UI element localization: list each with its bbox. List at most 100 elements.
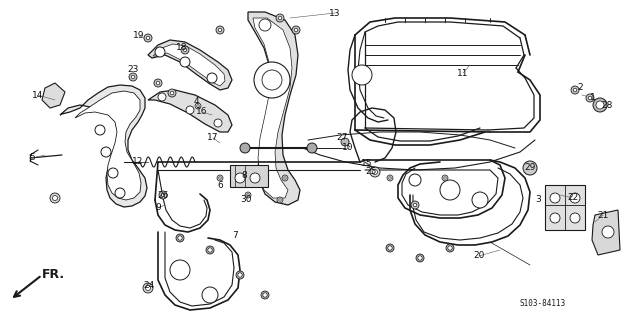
Text: 9: 9	[155, 204, 161, 212]
Circle shape	[216, 26, 224, 34]
Circle shape	[277, 197, 283, 203]
Text: 16: 16	[197, 108, 208, 116]
Text: 22: 22	[567, 194, 579, 203]
Circle shape	[373, 170, 377, 174]
Circle shape	[95, 125, 105, 135]
Circle shape	[307, 143, 317, 153]
Circle shape	[341, 138, 349, 146]
Polygon shape	[60, 85, 147, 207]
Polygon shape	[248, 12, 300, 205]
Circle shape	[254, 62, 290, 98]
Circle shape	[550, 193, 560, 203]
Circle shape	[143, 283, 153, 293]
Circle shape	[278, 16, 281, 20]
Circle shape	[217, 175, 223, 181]
Text: 26: 26	[157, 191, 169, 201]
Circle shape	[446, 244, 454, 252]
Circle shape	[444, 177, 446, 179]
Circle shape	[263, 293, 267, 297]
Circle shape	[570, 213, 580, 223]
Circle shape	[131, 75, 135, 79]
Circle shape	[472, 192, 488, 208]
Circle shape	[247, 194, 249, 196]
Text: 8: 8	[241, 171, 247, 180]
Circle shape	[146, 36, 150, 40]
Circle shape	[602, 226, 614, 238]
Circle shape	[448, 246, 452, 250]
Circle shape	[388, 246, 392, 250]
Text: 15: 15	[361, 158, 373, 167]
Text: S103-84113: S103-84113	[520, 299, 566, 308]
Circle shape	[292, 26, 300, 34]
Circle shape	[418, 256, 422, 260]
Text: 6: 6	[217, 180, 223, 189]
Text: 27: 27	[336, 133, 347, 142]
Circle shape	[155, 47, 165, 57]
Text: 12: 12	[133, 157, 144, 166]
Circle shape	[108, 168, 118, 178]
Circle shape	[235, 173, 245, 183]
Text: FR.: FR.	[42, 268, 65, 282]
Text: 11: 11	[457, 68, 469, 77]
Circle shape	[50, 193, 60, 203]
Circle shape	[206, 246, 214, 254]
Text: 2: 2	[577, 84, 583, 92]
Circle shape	[523, 161, 537, 175]
Circle shape	[276, 14, 284, 22]
Text: 29: 29	[524, 164, 536, 172]
Text: 13: 13	[329, 9, 340, 18]
Circle shape	[129, 73, 137, 81]
Circle shape	[442, 175, 448, 181]
Circle shape	[262, 70, 282, 90]
Circle shape	[236, 271, 244, 279]
Circle shape	[261, 291, 269, 299]
Bar	[545, 185, 585, 230]
Circle shape	[386, 244, 394, 252]
Polygon shape	[253, 18, 292, 198]
Bar	[230, 165, 268, 187]
Circle shape	[389, 177, 391, 179]
Circle shape	[53, 196, 58, 201]
Text: 4: 4	[193, 98, 199, 107]
Text: 17: 17	[207, 133, 219, 142]
Circle shape	[413, 203, 417, 207]
Circle shape	[183, 48, 187, 52]
Polygon shape	[592, 210, 620, 255]
Circle shape	[154, 79, 162, 87]
Circle shape	[218, 28, 222, 32]
Circle shape	[245, 192, 251, 198]
Text: 23: 23	[127, 66, 139, 75]
Polygon shape	[75, 91, 141, 200]
Circle shape	[250, 173, 260, 183]
Text: 20: 20	[474, 252, 484, 260]
Circle shape	[170, 91, 174, 95]
Circle shape	[180, 57, 190, 67]
Circle shape	[168, 89, 176, 97]
Text: 24: 24	[143, 281, 155, 290]
Circle shape	[387, 175, 393, 181]
Circle shape	[176, 234, 184, 242]
Text: 25: 25	[365, 167, 377, 177]
Circle shape	[284, 177, 286, 179]
Circle shape	[573, 88, 577, 92]
Circle shape	[282, 175, 288, 181]
Text: 3: 3	[535, 196, 541, 204]
Circle shape	[170, 260, 190, 280]
Circle shape	[586, 94, 594, 102]
Circle shape	[370, 167, 380, 177]
Circle shape	[156, 81, 160, 85]
Circle shape	[158, 93, 166, 101]
Circle shape	[208, 248, 212, 252]
Circle shape	[197, 105, 199, 107]
Text: 28: 28	[601, 100, 612, 109]
Circle shape	[411, 201, 419, 209]
Circle shape	[159, 191, 167, 199]
Circle shape	[240, 143, 250, 153]
Circle shape	[238, 273, 242, 277]
Circle shape	[570, 193, 580, 203]
Circle shape	[416, 254, 424, 262]
Circle shape	[593, 98, 607, 112]
Polygon shape	[148, 40, 232, 90]
Circle shape	[550, 213, 560, 223]
Text: 21: 21	[597, 211, 609, 220]
